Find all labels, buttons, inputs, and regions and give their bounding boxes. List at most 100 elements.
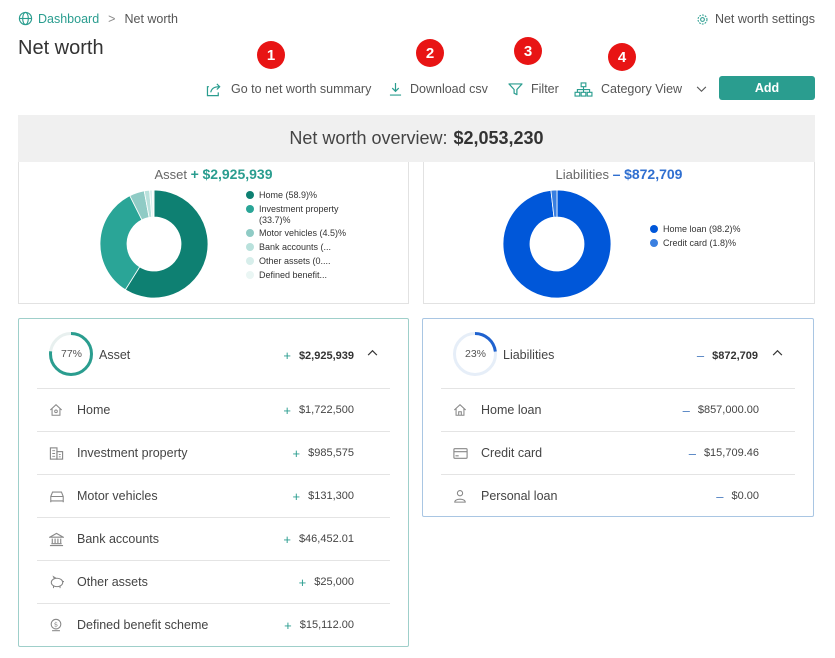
annotation-marker-3: 3	[514, 37, 542, 65]
liability-donut-chart	[502, 189, 612, 299]
item-value: + $131,300	[292, 488, 354, 504]
list-item[interactable]: $ Defined benefit scheme + $15,112.00	[37, 603, 390, 646]
asset-legend-item: Motor vehicles (4.5)%	[246, 228, 356, 239]
liability-percent-ring	[453, 332, 497, 376]
list-item[interactable]: Investment property + $985,575	[37, 431, 390, 474]
item-value: + $15,112.00	[284, 617, 354, 633]
net-worth-summary-button[interactable]: Go to net worth summary	[206, 80, 371, 98]
breadcrumb-dashboard-link[interactable]: Dashboard	[38, 11, 100, 26]
item-value: – $857,000.00	[682, 402, 759, 418]
item-label: Motor vehicles	[77, 489, 158, 503]
liability-slice-credit-card[interactable]	[550, 189, 558, 218]
asset-card-title: Asset	[99, 348, 131, 362]
download-csv-button[interactable]: Download csv	[389, 80, 488, 98]
liability-items-list: Home loan – $857,000.00 Credit card – $15,…	[441, 388, 795, 517]
liability-slice-home-loan[interactable]	[502, 189, 612, 299]
item-value: + $25,000	[298, 574, 354, 590]
list-item[interactable]: Other assets + $25,000	[37, 560, 390, 603]
asset-card-total: + $2,925,939	[283, 348, 354, 363]
chevron-up-icon[interactable]	[772, 349, 783, 356]
liability-legend-item: Credit card (1.8)%	[650, 238, 760, 249]
asset-slice-home[interactable]	[124, 189, 209, 299]
asset-donut-chart	[99, 189, 209, 299]
asset-card-header[interactable]: 77% Asset + $2,925,939	[19, 319, 408, 389]
annotation-marker-1: 1	[257, 41, 285, 69]
item-value: – $0.00	[716, 488, 759, 504]
asset-slice-defined-benefit-scheme[interactable]	[151, 189, 155, 218]
asset-legend-item: Defined benefit...	[246, 270, 356, 281]
chevron-down-icon	[696, 85, 707, 92]
list-item[interactable]: Home loan – $857,000.00	[441, 388, 795, 431]
item-label: Other assets	[77, 575, 148, 589]
liability-chart-amount: $872,709	[624, 166, 683, 182]
liability-chart-label: Liabilities	[555, 167, 610, 182]
liability-card-title: Liabilities	[503, 348, 555, 362]
piggy-bank-icon	[49, 575, 69, 589]
annotation-marker-4: 4	[608, 43, 636, 71]
car-icon	[49, 490, 69, 503]
home-icon	[49, 403, 69, 417]
breadcrumb-current: Net worth	[124, 11, 178, 26]
svg-text:$: $	[54, 620, 58, 628]
item-value: + $46,452.01	[283, 531, 354, 547]
category-view-label: Category View	[601, 82, 683, 96]
net-worth-settings-link[interactable]: Net worth settings	[696, 12, 815, 26]
asset-legend-item: Investment property (33.7)%	[246, 204, 356, 226]
page-title: Net worth	[18, 37, 104, 59]
asset-chart-sign: +	[190, 166, 199, 182]
liability-card-total: – $872,709	[696, 348, 758, 363]
list-item[interactable]: Credit card – $15,709.46	[441, 431, 795, 474]
asset-legend-item: Other assets (0....	[246, 256, 356, 267]
share-arrow-icon	[206, 82, 221, 96]
filter-icon	[508, 82, 523, 95]
asset-items-list: Home + $1,722,500 Investment property + $9…	[37, 388, 390, 646]
annotation-marker-2: 2	[416, 39, 444, 67]
item-value: + $1,722,500	[283, 402, 354, 418]
item-label: Defined benefit scheme	[77, 618, 209, 632]
liability-breakdown-card: 23% Liabilities – $872,709 Home loan – $8…	[422, 318, 814, 517]
list-item[interactable]: Home + $1,722,500	[37, 388, 390, 431]
chevron-up-icon[interactable]	[367, 349, 378, 356]
filter-label: Filter	[531, 82, 559, 96]
liability-chart-card: Liabilities – $872,709 Home loan (98.2)%…	[423, 162, 815, 304]
asset-chart-title: Asset + $2,925,939	[19, 166, 408, 182]
item-label: Personal loan	[481, 489, 558, 503]
asset-slice-investment-property[interactable]	[99, 195, 143, 291]
asset-chart-amount: $2,925,939	[202, 166, 273, 182]
person-icon	[453, 489, 473, 503]
list-item[interactable]: Bank accounts + $46,452.01	[37, 517, 390, 560]
breadcrumb: Dashboard > Net worth	[18, 11, 178, 26]
item-label: Investment property	[77, 446, 188, 460]
liability-legend: Home loan (98.2)% Credit card (1.8)%	[650, 224, 760, 252]
net-worth-overview: Net worth overview: $2,053,230	[18, 115, 815, 162]
asset-chart-label: Asset	[154, 167, 187, 182]
list-item[interactable]: Motor vehicles + $131,300	[37, 474, 390, 517]
download-csv-label: Download csv	[410, 82, 488, 96]
asset-legend: Home (58.9)% Investment property (33.7)%…	[246, 190, 356, 284]
settings-label: Net worth settings	[714, 12, 815, 26]
credit-card-icon	[453, 447, 473, 459]
liability-percent-label: 23%	[465, 348, 487, 360]
home-loan-icon	[453, 403, 473, 417]
asset-percent-ring	[49, 332, 93, 376]
list-item[interactable]: Personal loan – $0.00	[441, 474, 795, 517]
asset-percent-label: 77%	[61, 348, 83, 360]
overview-label: Net worth overview:	[289, 128, 448, 148]
filter-button[interactable]: Filter	[508, 80, 559, 98]
dollar-coin-icon: $	[49, 618, 69, 632]
item-label: Home loan	[481, 403, 542, 417]
item-label: Bank accounts	[77, 532, 159, 546]
add-button[interactable]: Add	[719, 76, 815, 100]
download-icon	[389, 82, 402, 96]
liability-card-header[interactable]: 23% Liabilities – $872,709	[423, 319, 813, 389]
category-view-dropdown[interactable]: Category View	[574, 80, 707, 98]
asset-chart-card: Asset + $2,925,939 Home (58.9)% Investme…	[18, 162, 409, 304]
asset-legend-item: Home (58.9)%	[246, 190, 356, 201]
item-value: – $15,709.46	[688, 445, 759, 461]
globe-icon	[18, 11, 33, 26]
item-value: + $985,575	[292, 445, 354, 461]
asset-breakdown-card: 77% Asset + $2,925,939 Home + $1,722,500 …	[18, 318, 409, 647]
overview-amount: $2,053,230	[453, 128, 544, 148]
bank-icon	[49, 532, 69, 547]
asset-legend-item: Bank accounts (...	[246, 242, 356, 253]
